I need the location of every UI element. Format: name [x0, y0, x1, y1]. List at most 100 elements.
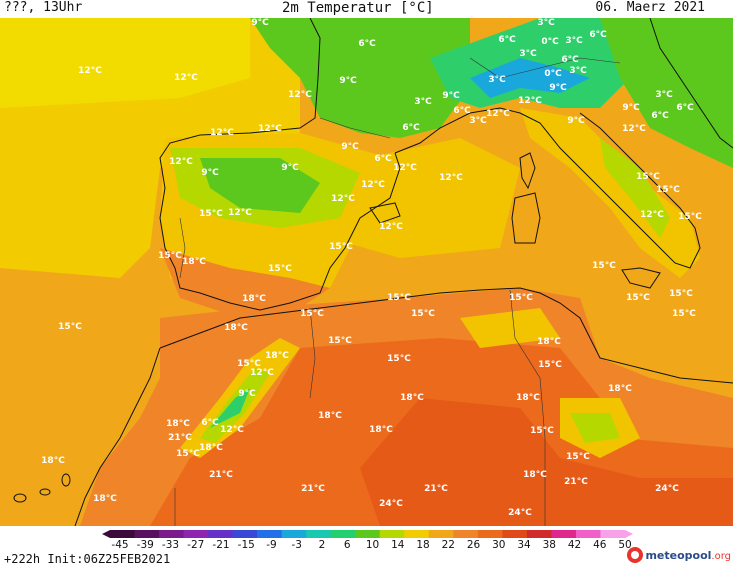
temperature-label: 15°C — [678, 212, 702, 222]
meteopool-logo-icon — [627, 547, 644, 563]
temperature-label: 15°C — [509, 293, 533, 303]
temperature-label: 6°C — [561, 55, 579, 65]
temperature-label: 15°C — [176, 449, 200, 459]
temperature-label: 21°C — [424, 484, 448, 494]
temperature-label: 18°C — [318, 411, 342, 421]
balkans-cool-field — [600, 18, 733, 168]
scale-arrow-right — [625, 530, 633, 538]
temperature-label: 12°C — [288, 90, 312, 100]
temperature-label: 21°C — [209, 470, 233, 480]
logo-text: meteopool.org — [645, 549, 731, 562]
temperature-label: 12°C — [169, 157, 193, 167]
temperature-label: 18°C — [400, 393, 424, 403]
temperature-labels: 9°C 3°C6°C6°C 6°C 0°C 3°C3°C6°C12°C12°C 9°C0°… — [41, 18, 702, 518]
temperature-label: 9°C — [238, 389, 256, 399]
scale-swatch — [502, 530, 528, 538]
scale-label: 14 — [391, 539, 405, 551]
temperature-label: 18°C — [242, 294, 266, 304]
scale-label: 26 — [466, 539, 481, 551]
temperature-label: 9°C — [201, 168, 219, 178]
scale-label: 42 — [567, 539, 582, 551]
scale-label: 34 — [517, 539, 531, 551]
temperature-label: 12°C — [622, 124, 646, 134]
scale-label: 22 — [441, 539, 455, 551]
temperature-label: 12°C — [393, 163, 417, 173]
temperature-label: 15°C — [328, 336, 352, 346]
map-header: ???, 13Uhr 2m Temperatur [°C] 06. Maerz … — [0, 0, 733, 18]
temperature-label: 12°C — [258, 124, 282, 134]
scale-label: 10 — [365, 539, 380, 551]
atlas-cold-core — [210, 388, 250, 428]
temperature-label: 15°C — [158, 251, 182, 261]
country-borders — [174, 57, 621, 526]
temperature-label: 6°C — [402, 123, 420, 133]
valid-time-label: ???, 13Uhr — [4, 0, 83, 15]
temperature-label: 18°C — [516, 393, 540, 403]
temperature-label: 18°C — [537, 337, 561, 347]
temperature-label: 18°C — [369, 425, 393, 435]
andalusia-warm — [160, 248, 330, 318]
temperature-label: 18°C — [608, 384, 632, 394]
temperature-map[interactable]: 9°C 3°C 6°C 6°C 6°C 0°C 3°C 3°C 6°C 12°C 12°C 9°C 0°… — [0, 18, 733, 526]
temperature-label: 15°C — [538, 360, 562, 370]
map-canvas[interactable]: 9°C 3°C6°C6°C 6°C 0°C 3°C3°C6°C12°C12°C 9°C0°… — [0, 18, 733, 526]
temperature-label: 6°C — [201, 418, 219, 428]
temperature-label: 9°C — [442, 91, 460, 101]
scale-label: 18 — [416, 539, 430, 551]
tunisia-field — [460, 308, 560, 348]
temperature-label: 6°C — [453, 106, 471, 116]
italy-coastline — [519, 112, 701, 269]
temperature-label: 3°C — [488, 75, 506, 85]
temperature-label: 12°C — [228, 208, 252, 218]
temperature-label: 18°C — [224, 323, 248, 333]
temperature-label: 15°C — [329, 242, 353, 252]
temperature-label: 24°C — [508, 508, 532, 518]
scale-label: -45 — [111, 539, 129, 551]
morocco-algeria-border — [309, 307, 316, 399]
sicily-coastline — [621, 267, 661, 289]
scale-swatch — [453, 530, 479, 538]
scale-swatch — [428, 530, 454, 538]
portugal-border — [179, 217, 186, 279]
temperature-label: 3°C — [519, 49, 537, 59]
temperature-label: 12°C — [78, 66, 102, 76]
temperature-label: 6°C — [358, 39, 376, 49]
temperature-label: 15°C — [300, 309, 324, 319]
scale-label: 30 — [492, 539, 506, 551]
temperature-label: 9°C — [567, 116, 585, 126]
temperature-label: 15°C — [656, 185, 680, 195]
scale-label: -15 — [237, 539, 255, 551]
temperature-label: 12°C — [174, 73, 198, 83]
scale-label: 46 — [593, 539, 607, 551]
scale-swatch — [134, 530, 160, 538]
temperature-label: 9°C — [339, 76, 357, 86]
color-scale-bar — [102, 530, 633, 538]
temperature-label: 12°C — [486, 109, 510, 119]
logo-tld: .org — [711, 550, 731, 562]
scale-label: 6 — [343, 539, 351, 551]
scale-arrow-left — [102, 530, 110, 538]
temperature-label: 18°C — [265, 351, 289, 361]
sardinia-coastline — [511, 192, 541, 244]
temperature-label: 24°C — [379, 499, 403, 509]
temperature-label: 12°C — [379, 222, 403, 232]
temperature-label: 15°C — [387, 354, 411, 364]
scale-swatch — [477, 530, 503, 538]
temperature-label: 9°C — [281, 163, 299, 173]
temperature-label: 15°C — [672, 309, 696, 319]
meteopool-logo[interactable]: meteopool.org — [627, 546, 731, 564]
temperature-label: 15°C — [199, 209, 223, 219]
alps-cold-core — [470, 58, 590, 98]
scale-label: -27 — [187, 539, 205, 551]
map-footer: -45 -39 -33 -27 -21 -15 -9 -3 2 6 10 14 18 22 26 30 34 38… — [0, 526, 733, 566]
temperature-label: 12°C — [518, 96, 542, 106]
temperature-label: 15°C — [566, 452, 590, 462]
temperature-label: 3°C — [537, 18, 555, 28]
italy-field — [520, 108, 700, 278]
scale-label: 2 — [318, 539, 326, 551]
scale-swatch — [306, 530, 332, 538]
temperature-label: 21°C — [168, 433, 192, 443]
scale-swatch — [183, 530, 209, 538]
atlantic-africa-coastline — [74, 347, 161, 526]
temperature-label: 15°C — [411, 309, 435, 319]
